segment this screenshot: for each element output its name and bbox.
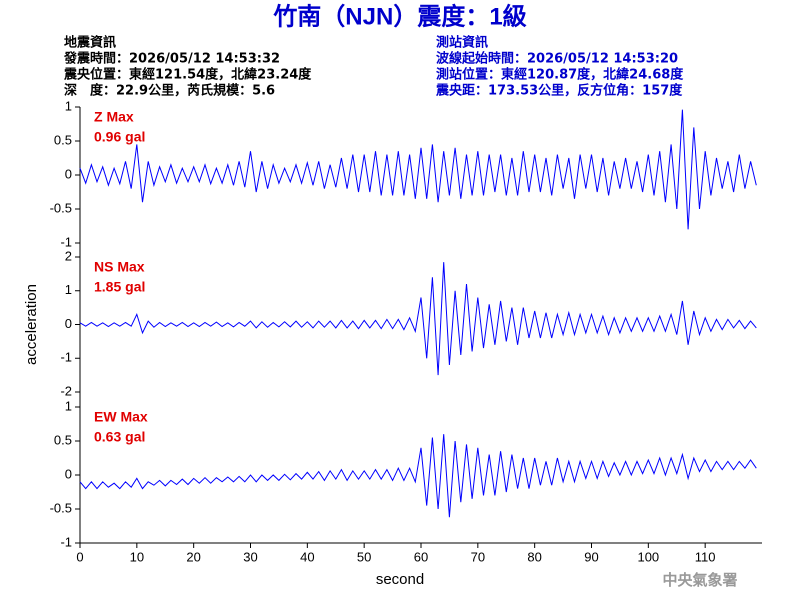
- x-tick-label: 110: [695, 549, 716, 564]
- y-tick-label: -1: [60, 534, 72, 549]
- watermark: 中央氣象署: [662, 571, 737, 589]
- waveform: [79, 434, 757, 518]
- info-line: 測站資訊: [436, 35, 488, 51]
- x-tick-label: 20: [186, 549, 200, 564]
- y-tick-label: 1: [65, 282, 72, 297]
- y-tick-label: 2: [65, 248, 72, 263]
- y-tick-label: -1: [60, 350, 72, 365]
- y-tick-label: 0.5: [54, 432, 72, 447]
- panel-label: NS Max: [94, 259, 145, 275]
- x-tick-label: 80: [527, 549, 541, 564]
- waveform: [79, 109, 757, 230]
- waveform: [79, 262, 757, 376]
- info-line: 深 度：22.9公里，芮氏規模：5.6: [64, 83, 275, 99]
- y-axis-label: acceleration: [23, 284, 40, 365]
- panel-label: EW Max: [94, 409, 148, 425]
- x-tick-label: 50: [357, 549, 371, 564]
- x-tick-label: 100: [637, 549, 659, 564]
- title: 竹南（NJN）震度：1級: [272, 2, 526, 30]
- x-tick-label: 40: [300, 549, 314, 564]
- y-tick-label: 1: [65, 98, 72, 113]
- x-tick-label: 60: [414, 549, 428, 564]
- y-tick-label: -1: [60, 234, 72, 249]
- info-line: 測站位置：東經120.87度，北緯24.68度: [436, 67, 684, 83]
- max-label: 1.85 gal: [94, 279, 145, 295]
- y-tick-label: -2: [60, 383, 72, 398]
- y-tick-label: 0.5: [54, 132, 72, 147]
- info-line: 震央距：173.53公里，反方位角：157度: [435, 83, 683, 99]
- info-line: 震央位置：東經121.54度，北緯23.24度: [63, 67, 312, 83]
- info-line: 發震時間：2026/05/12 14:53:32: [63, 51, 280, 67]
- max-label: 0.96 gal: [94, 129, 145, 145]
- y-tick-label: 0: [65, 316, 72, 331]
- x-tick-label: 70: [471, 549, 485, 564]
- y-tick-label: -0.5: [50, 500, 72, 515]
- x-tick-label: 30: [243, 549, 257, 564]
- y-tick-label: -0.5: [50, 200, 72, 215]
- panel-label: Z Max: [94, 109, 134, 125]
- info-line: 地震資訊: [64, 35, 116, 51]
- x-tick-label: 0: [76, 549, 83, 564]
- y-tick-label: 0: [65, 466, 72, 481]
- x-axis-label: second: [376, 571, 424, 588]
- x-tick-label: 10: [130, 549, 144, 564]
- y-tick-label: 0: [65, 166, 72, 181]
- y-tick-label: 1: [65, 398, 72, 413]
- x-tick-label: 90: [584, 549, 598, 564]
- max-label: 0.63 gal: [94, 429, 145, 445]
- info-line: 波線起始時間：2026/05/12 14:53:20: [436, 51, 678, 67]
